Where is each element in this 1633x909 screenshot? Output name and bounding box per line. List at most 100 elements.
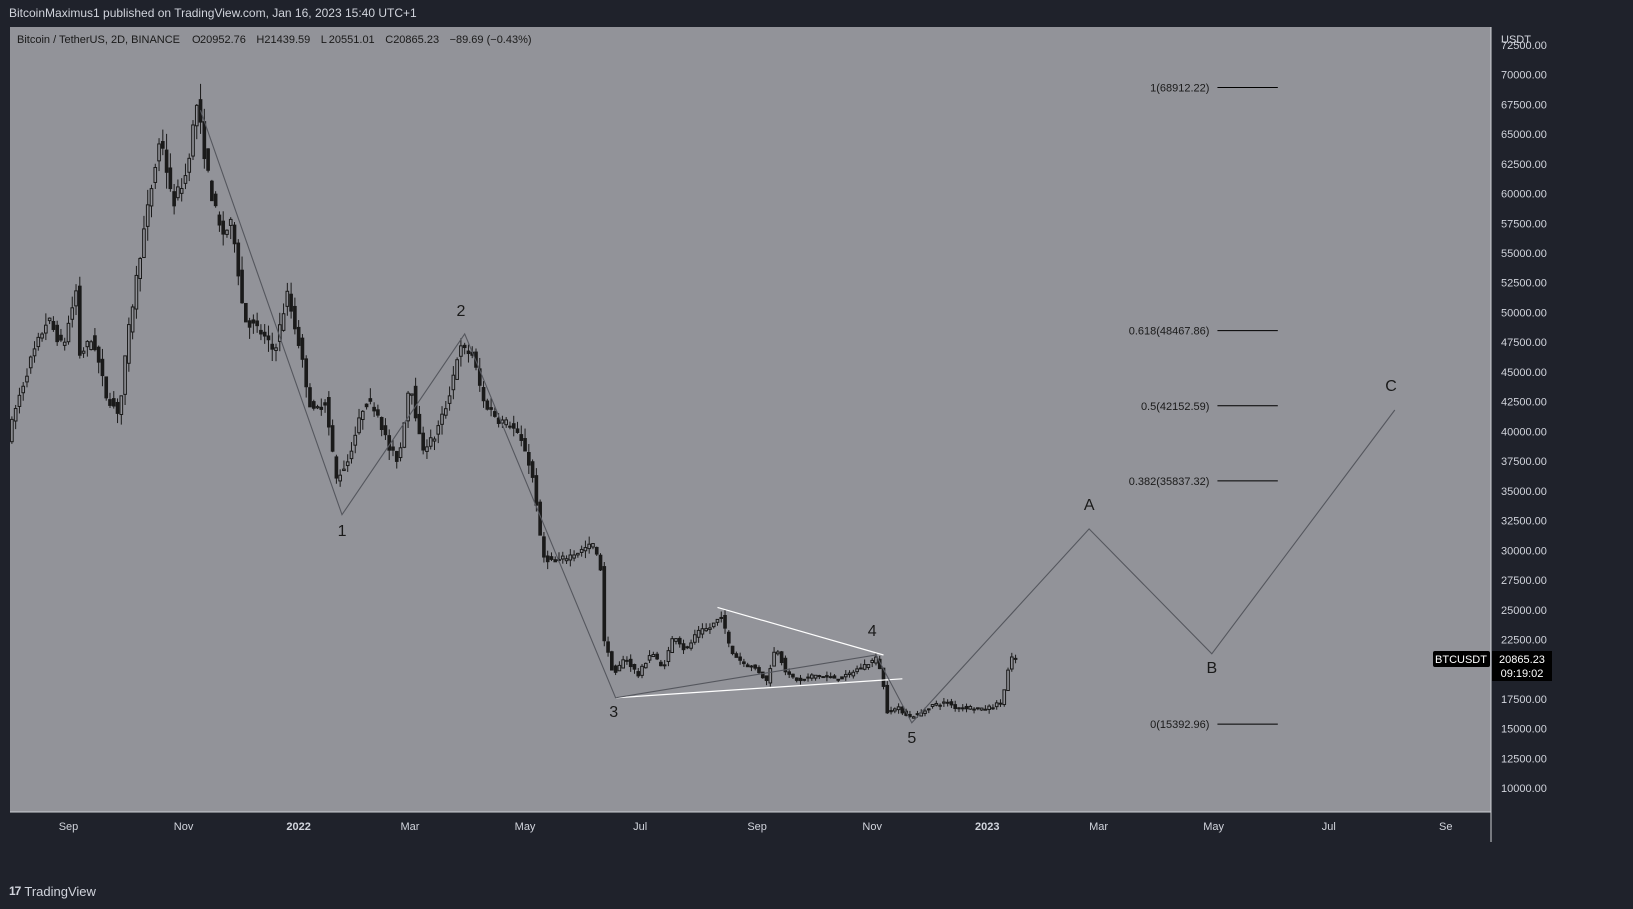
candle-body xyxy=(160,141,165,149)
x-tick-label: May xyxy=(515,821,536,833)
candle-body xyxy=(1002,689,1007,706)
wave-label: A xyxy=(1084,497,1095,514)
candle-body xyxy=(542,536,546,558)
candle-body xyxy=(81,350,86,354)
candle-body xyxy=(330,425,335,452)
candle-body xyxy=(251,319,256,324)
x-tick-label: 2022 xyxy=(286,821,310,833)
candle-body xyxy=(613,665,618,673)
price-chart[interactable]: USDT 10000.0012500.0015000.0017500.00200… xyxy=(10,27,1622,874)
candle-body xyxy=(183,175,188,184)
candle-body xyxy=(666,650,671,663)
candle-body xyxy=(59,334,63,341)
candle-body xyxy=(617,664,622,672)
ohlc-key: L xyxy=(321,34,327,46)
y-tick-label: 57500.00 xyxy=(1501,218,1547,230)
candle-body xyxy=(111,398,116,407)
candle-body xyxy=(51,320,56,330)
y-tick-label: 22500.00 xyxy=(1501,635,1547,647)
candle-body xyxy=(708,627,712,630)
candle-body xyxy=(417,413,422,435)
candle-body xyxy=(504,419,509,426)
fib-level-label: 0.618(48467.86) xyxy=(1129,326,1210,338)
candle-body xyxy=(274,347,278,351)
candle-body xyxy=(643,662,648,669)
candle-body xyxy=(432,438,437,442)
candle-body xyxy=(481,387,486,402)
candle-body xyxy=(413,385,418,419)
candle-body xyxy=(760,671,765,679)
candle-body xyxy=(511,423,516,429)
y-axis-unit: USDT xyxy=(1501,34,1531,46)
candle-body xyxy=(421,432,425,451)
candle-body xyxy=(900,706,905,714)
candle-body xyxy=(519,434,524,441)
candle-body xyxy=(104,376,109,399)
candle-body xyxy=(44,324,48,334)
candle-body xyxy=(968,705,973,710)
last-price-tag xyxy=(1492,650,1552,681)
candle-body xyxy=(202,121,207,160)
candle-body xyxy=(428,437,433,447)
ohlc-key: H xyxy=(256,34,264,46)
candle-body xyxy=(240,269,244,304)
candle-body xyxy=(10,418,14,443)
candle-body xyxy=(394,451,399,462)
candle-body xyxy=(194,104,199,127)
candle-body xyxy=(964,705,969,710)
ohlc-key: C xyxy=(385,34,393,46)
candle-body xyxy=(896,706,901,711)
candle-body xyxy=(447,395,452,404)
y-tick-label: 65000.00 xyxy=(1501,129,1547,141)
candle-body xyxy=(515,428,520,433)
candle-body xyxy=(496,417,501,424)
candle-body xyxy=(62,341,67,346)
elliott-wave-path xyxy=(199,110,1396,724)
candle-body xyxy=(625,659,629,662)
candle-body xyxy=(734,653,739,658)
candle-body xyxy=(576,552,580,556)
candle-body xyxy=(21,385,26,394)
candle-body xyxy=(893,708,897,712)
tradingview-logo-icon: 17 xyxy=(9,884,21,898)
candle-body xyxy=(523,438,527,452)
candle-body xyxy=(640,665,644,676)
candle-body xyxy=(304,358,309,388)
ohlc-value: −89.69 (−0.43%) xyxy=(450,34,532,46)
candle-body xyxy=(689,642,693,649)
y-tick-label: 27500.00 xyxy=(1501,575,1547,587)
candle-body xyxy=(206,148,210,171)
candle-body xyxy=(998,702,1003,705)
ohlc-value: 20952.76 xyxy=(200,34,246,46)
candle-body xyxy=(391,446,395,451)
chart-legend: Bitcoin / TetherUS, 2D, BINANCE O 20952.7… xyxy=(17,34,532,46)
candle-body xyxy=(908,713,912,717)
candle-body xyxy=(327,397,331,428)
candle-body xyxy=(726,631,731,644)
candle-body xyxy=(134,274,139,310)
chart-frame[interactable]: USDT 10000.0012500.0015000.0017500.00200… xyxy=(10,27,1622,874)
x-axis[interactable] xyxy=(10,812,1491,842)
candle-body xyxy=(311,401,316,409)
y-tick-label: 10000.00 xyxy=(1501,783,1547,795)
candle-body xyxy=(383,425,388,436)
candle-body xyxy=(153,167,158,183)
candle-body xyxy=(255,320,259,327)
candle-body xyxy=(138,257,142,279)
candle-body xyxy=(459,345,463,357)
candle-body xyxy=(187,157,192,173)
candle-body xyxy=(809,674,814,679)
candle-body xyxy=(296,326,301,346)
candle-body xyxy=(817,675,822,678)
candle-body xyxy=(368,398,373,402)
plot-area[interactable] xyxy=(10,27,1491,812)
candle-body xyxy=(957,707,961,710)
candle-body xyxy=(991,707,995,710)
candle-body xyxy=(851,671,856,677)
candle-body xyxy=(270,343,275,350)
x-tick-label: Jul xyxy=(633,821,647,833)
candle-body xyxy=(579,548,584,553)
candle-body xyxy=(696,629,701,638)
candle-body xyxy=(142,228,146,258)
y-tick-label: 55000.00 xyxy=(1501,248,1547,260)
